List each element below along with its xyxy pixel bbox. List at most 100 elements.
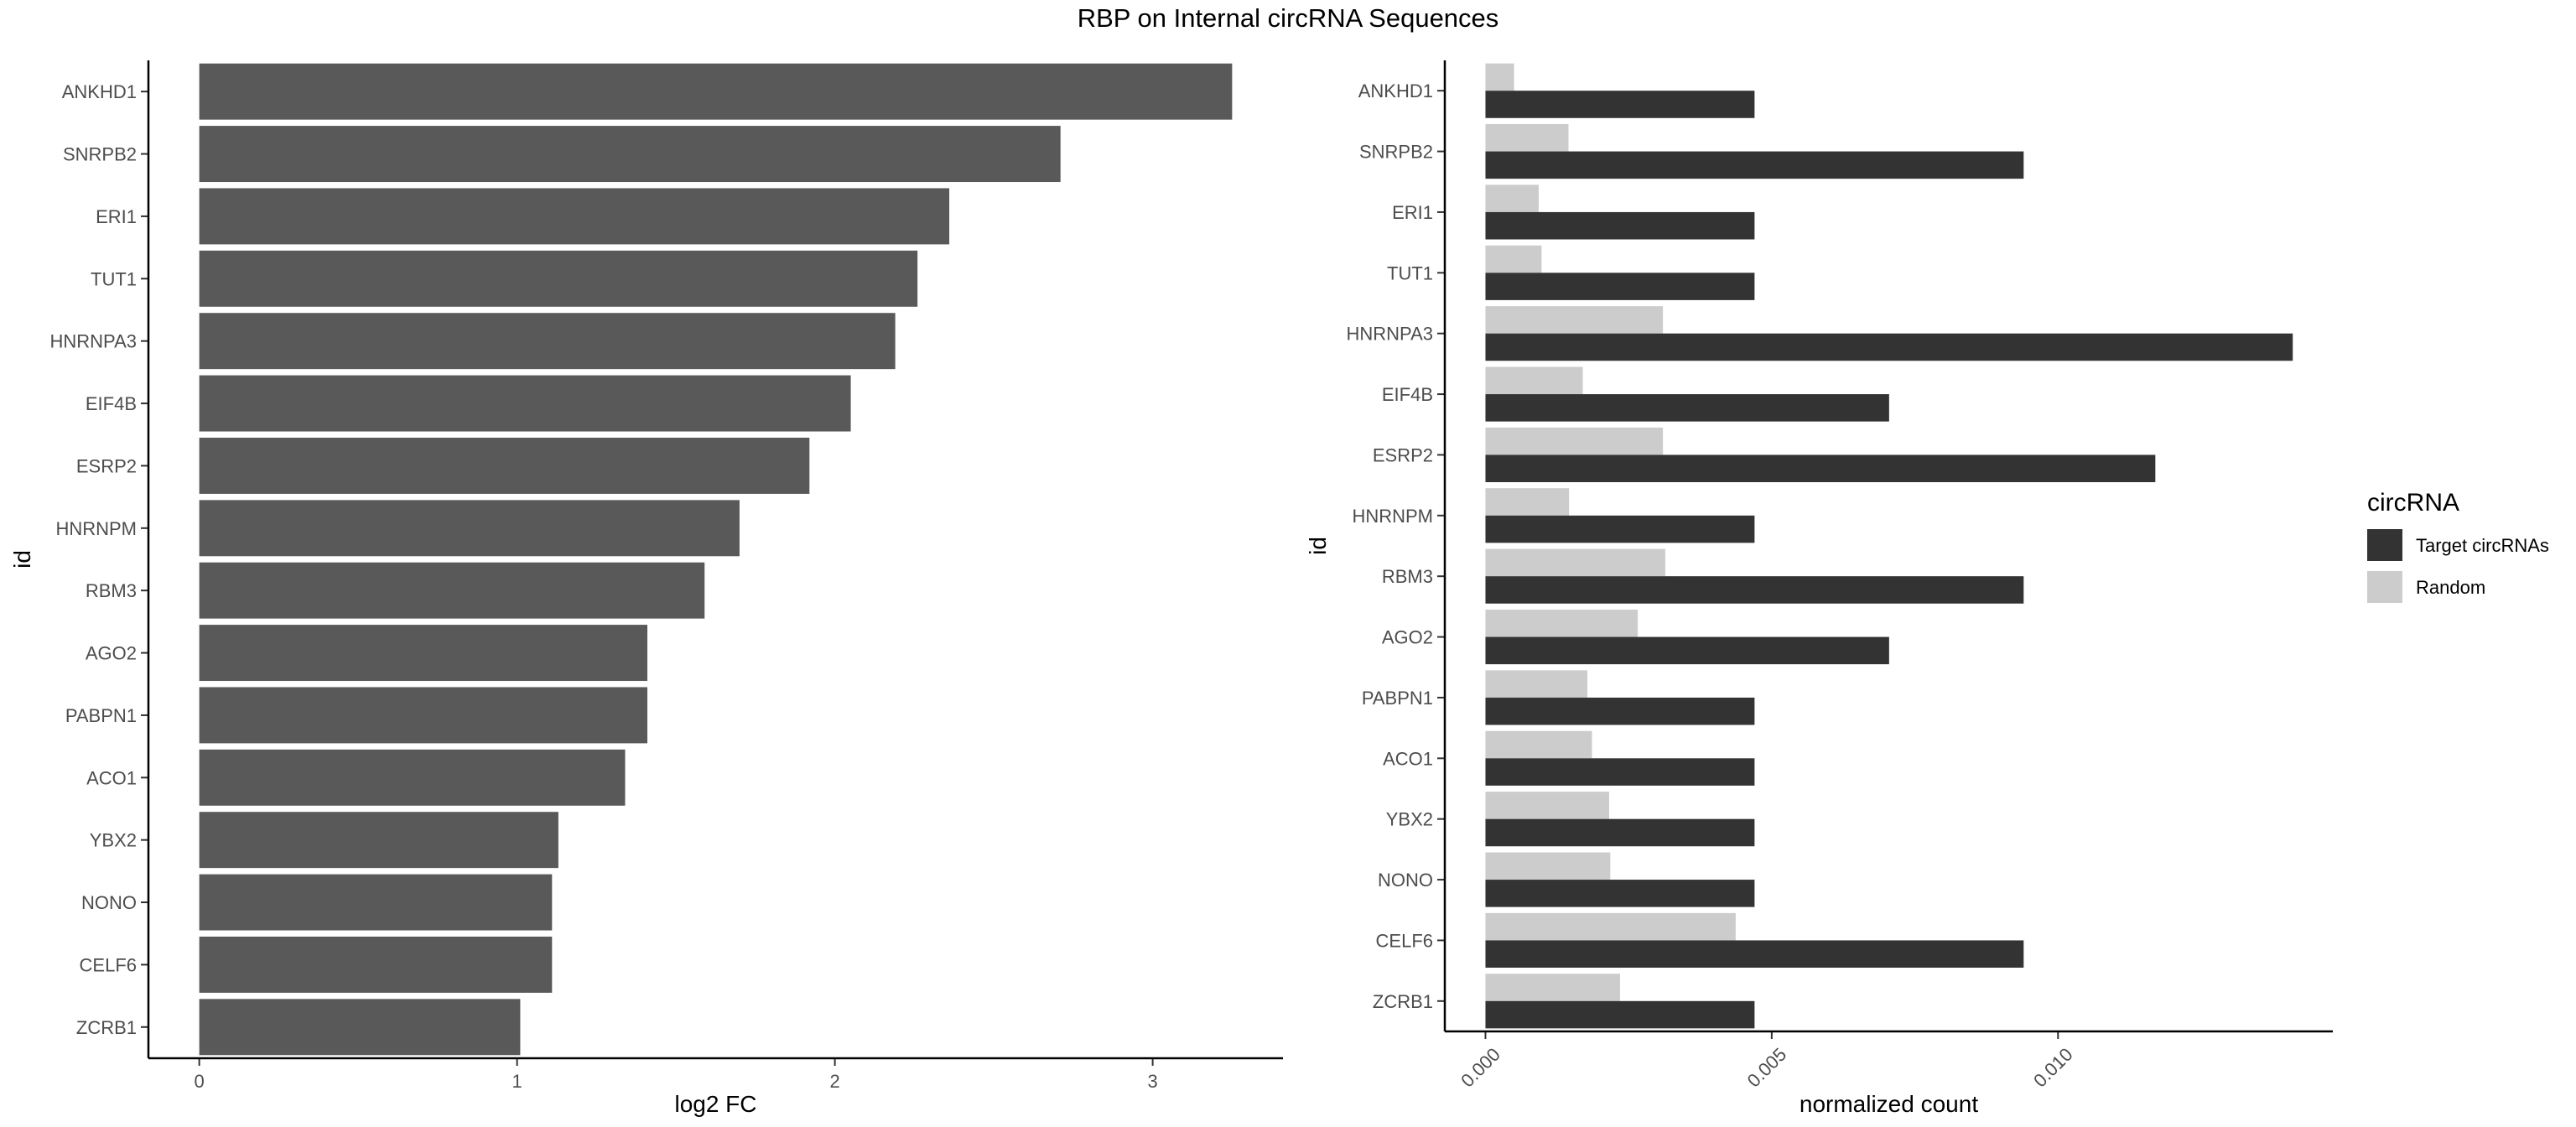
- y-axis-title: id: [1305, 537, 1331, 555]
- y-tick-label: AGO2: [1382, 627, 1433, 648]
- y-tick-label: TUT1: [91, 268, 137, 289]
- y-tick-label: RBM3: [86, 580, 137, 601]
- x-tick-label: 0.010: [2029, 1044, 2077, 1092]
- bar-random-esrp2: [1485, 427, 1664, 455]
- bar-random-ankhd1: [1485, 63, 1514, 91]
- y-tick-label: EIF4B: [86, 393, 137, 414]
- y-tick-label: NONO: [81, 892, 137, 913]
- bar-target-tut1: [1485, 273, 1755, 300]
- bar-nono: [199, 874, 553, 931]
- bar-random-tut1: [1485, 245, 1542, 273]
- bar-random-hnrnpm: [1485, 488, 1570, 516]
- bar-random-zcrb1: [1485, 974, 1620, 1001]
- bar-target-eif4b: [1485, 394, 1889, 422]
- legend-title: circRNA: [2367, 489, 2459, 517]
- y-tick-label: ACO1: [86, 767, 137, 788]
- y-tick-label: SNRPB2: [1359, 142, 1433, 163]
- left-panel-log2fc: ANKHD1 SNRPB2 ERI1 TUT1 HNRNPA3 EIF4B ESRP2 HNR…: [9, 60, 1283, 1117]
- bar-ago2: [199, 625, 648, 682]
- bar-target-eri1: [1485, 211, 1755, 240]
- x-tick-label: 0.000: [1457, 1044, 1504, 1092]
- y-tick-label: PABPN1: [1362, 688, 1433, 709]
- bar-random-nono: [1485, 852, 1611, 880]
- y-tick-label: ZCRB1: [1373, 991, 1433, 1012]
- y-tick-label: ERI1: [1392, 202, 1433, 223]
- y-tick-label: CELF6: [1376, 930, 1433, 951]
- bar-aco1: [199, 749, 626, 806]
- bar-ankhd1: [199, 63, 1233, 120]
- y-tick-label: ANKHD1: [1358, 80, 1433, 101]
- legend-key-target-circrnas: [2367, 529, 2402, 561]
- bar-ybx2: [199, 812, 558, 869]
- bar-target-celf6: [1485, 940, 2024, 969]
- bar-target-rbm3: [1485, 576, 2024, 604]
- y-tick-label: HNRNPA3: [1346, 324, 1433, 345]
- y-tick-label: ESRP2: [1373, 444, 1433, 465]
- legend-label-target-circrnas: Target circRNAs: [2416, 535, 2549, 556]
- bar-random-celf6: [1485, 912, 1736, 941]
- y-tick-label: ACO1: [1383, 748, 1433, 769]
- bar-celf6: [199, 936, 553, 993]
- bar-random-ybx2: [1485, 792, 1609, 819]
- y-tick-label: EIF4B: [1382, 384, 1433, 405]
- bar-eri1: [199, 188, 950, 245]
- bar-random-rbm3: [1485, 548, 1665, 577]
- bar-target-zcrb1: [1485, 1000, 1755, 1029]
- x-tick-label: 0: [195, 1071, 205, 1092]
- bar-target-esrp2: [1485, 454, 2156, 483]
- y-tick-label: ERI1: [96, 206, 137, 227]
- y-tick-label: HNRNPM: [55, 518, 137, 539]
- x-tick-label: 1: [512, 1071, 522, 1092]
- bar-esrp2: [199, 437, 810, 494]
- right-panel-normalized-count: ANKHD1 SNRPB2 ERI1 TUT1 HNRNPA3 EIF4B ESRP2 HNR…: [1305, 60, 2333, 1117]
- bar-rbm3: [199, 562, 705, 619]
- y-tick-label: ANKHD1: [62, 81, 137, 102]
- y-tick-label: NONO: [1378, 870, 1433, 891]
- legend: circRNA Target circRNAs Random: [2367, 489, 2549, 603]
- legend-label-random: Random: [2416, 577, 2485, 598]
- bar-target-snrpb2: [1485, 151, 2024, 179]
- x-tick-label: 2: [829, 1071, 839, 1092]
- bar-target-nono: [1485, 880, 1755, 907]
- x-axis-title: log2 FC: [674, 1091, 756, 1117]
- y-tick-label: YBX2: [90, 830, 137, 851]
- bar-target-ago2: [1485, 636, 1889, 665]
- y-tick-label: TUT1: [1387, 262, 1433, 283]
- bar-eif4b: [199, 375, 851, 432]
- y-tick-label: HNRNPM: [1352, 506, 1433, 527]
- bar-target-hnrnpa3: [1485, 333, 2293, 361]
- bar-target-ybx2: [1485, 818, 1755, 847]
- legend-key-random: [2367, 571, 2402, 603]
- bar-random-eif4b: [1485, 366, 1583, 395]
- bar-tut1: [199, 250, 918, 307]
- y-tick-label: AGO2: [86, 643, 137, 664]
- x-axis-title: normalized count: [1800, 1091, 1978, 1117]
- x-tick-label: 3: [1147, 1071, 1157, 1092]
- bar-target-ankhd1: [1485, 91, 1755, 118]
- y-axis-title: id: [9, 550, 35, 569]
- bar-random-pabpn1: [1485, 670, 1588, 698]
- y-tick-label: YBX2: [1386, 809, 1433, 830]
- bar-random-ago2: [1485, 609, 1639, 637]
- y-tick-label: HNRNPA3: [49, 331, 137, 352]
- y-tick-label: CELF6: [80, 954, 137, 975]
- bar-target-pabpn1: [1485, 697, 1755, 725]
- bar-pabpn1: [199, 687, 648, 744]
- bar-zcrb1: [199, 999, 521, 1056]
- bar-target-aco1: [1485, 758, 1755, 786]
- bar-hnrnpa3: [199, 313, 896, 370]
- y-tick-label: ESRP2: [76, 455, 137, 476]
- x-tick-label: 0.005: [1743, 1044, 1791, 1092]
- y-tick-label: ZCRB1: [76, 1017, 137, 1038]
- y-tick-label: SNRPB2: [63, 144, 137, 165]
- bar-random-hnrnpa3: [1485, 306, 1664, 334]
- bar-random-eri1: [1485, 184, 1539, 212]
- bar-hnrnpm: [199, 500, 740, 557]
- bar-target-hnrnpm: [1485, 515, 1755, 543]
- chart-title: RBP on Internal circRNA Sequences: [1078, 3, 1499, 33]
- y-tick-label: PABPN1: [65, 705, 137, 726]
- bar-snrpb2: [199, 126, 1061, 183]
- y-tick-label: RBM3: [1382, 566, 1433, 587]
- bar-random-aco1: [1485, 730, 1592, 759]
